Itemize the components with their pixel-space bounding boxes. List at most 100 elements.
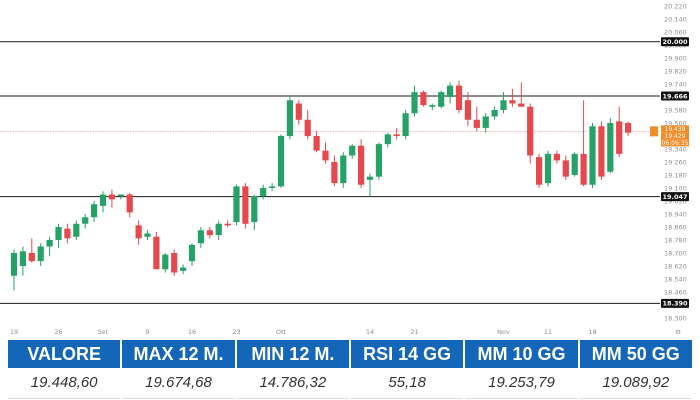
current-price-label-bg (661, 132, 689, 140)
candle-body (46, 240, 53, 247)
level-label-bg (661, 91, 689, 101)
price-chart[interactable]: 18.30018.38018.46018.54018.62018.70018.7… (0, 0, 700, 340)
x-tick-label: 23 (232, 328, 240, 336)
candle-body (73, 223, 80, 237)
stat-header-rsi-14gg: RSI 14 GG (350, 340, 464, 368)
stats-table: VALORE MAX 12 M. MIN 12 M. RSI 14 GG MM … (0, 340, 700, 400)
candle-body (99, 194, 107, 206)
y-tick-label: 19.100 (664, 184, 687, 192)
x-tick-label: Ott (276, 328, 287, 336)
candle-body (553, 153, 560, 161)
candle-body (313, 136, 320, 151)
candle-body (28, 253, 35, 262)
y-tick-label: 18.460 (664, 288, 687, 296)
x-tick-label: 9 (145, 328, 149, 336)
candle-body (242, 186, 249, 224)
candle-body (64, 228, 71, 239)
stat-header-valore: VALORE (8, 340, 121, 368)
candle-body (295, 103, 302, 120)
candle-body (37, 246, 44, 262)
current-price-label-bg (661, 125, 689, 133)
stat-value-mm-10gg: 19.253,79 (465, 368, 578, 399)
y-tick-label: 19.500 (664, 119, 687, 127)
y-tick-label: 18.540 (664, 275, 687, 283)
y-tick-label: 18.860 (664, 223, 687, 231)
candle-body (598, 126, 605, 177)
y-tick-label: 18.300 (664, 314, 687, 322)
y-tick-label: 18.940 (664, 210, 687, 218)
x-tick-label: 26 (54, 328, 62, 336)
current-price-label: 19.439 (665, 126, 686, 133)
current-price-label: 06:06:35 (662, 140, 689, 147)
candle-body (447, 85, 454, 97)
candle-body (464, 100, 471, 120)
y-tick-label: 20.140 (664, 15, 687, 23)
candle-body (571, 153, 578, 175)
candle-body (589, 126, 596, 185)
candle-body (304, 119, 311, 136)
candlestick-chart[interactable]: 18.30018.38018.46018.54018.62018.70018.7… (0, 0, 700, 340)
candle-body (269, 186, 276, 188)
candle-body (429, 105, 436, 107)
candle-body (215, 223, 222, 236)
candle-body (224, 223, 231, 226)
candle-body (536, 157, 543, 185)
stat-value-rsi-14gg: 55,18 (350, 368, 464, 399)
candle-body (473, 119, 480, 128)
y-tick-label: 18.620 (664, 262, 687, 270)
y-tick-label: 19.180 (664, 171, 687, 179)
axis-settings-icon[interactable]: ⚙ (675, 328, 681, 336)
level-label-bg (661, 298, 689, 308)
candle-body (544, 153, 552, 184)
candle-body (491, 110, 498, 117)
y-tick-label: 19.900 (664, 54, 687, 62)
candle-body (117, 194, 124, 197)
candle-body (277, 136, 285, 187)
stat-header-max-12m: MAX 12 M. (122, 340, 235, 368)
candle-body (375, 144, 382, 177)
x-tick-label: Nov (497, 328, 510, 336)
candle-body (340, 155, 347, 184)
candle-body (616, 121, 623, 154)
stat-header-mm-50gg: MM 50 GG (579, 340, 692, 368)
candle-body (455, 85, 463, 110)
candle-body (135, 225, 142, 239)
current-price-label-bg (661, 139, 689, 147)
x-tick-label: Set (98, 328, 109, 336)
y-tick-label: 20.220 (664, 2, 687, 10)
candle-body (420, 92, 427, 106)
candle-body (144, 233, 151, 237)
stat-value-mm-50gg: 19.089,92 (579, 368, 692, 399)
stat-header-min-12m: MIN 12 M. (236, 340, 349, 368)
candle-body (607, 123, 614, 172)
current-price-flag (650, 126, 658, 137)
candle-body (384, 134, 391, 145)
candle-body (153, 236, 160, 270)
candle-body (10, 253, 18, 276)
y-tick-label: 18.700 (664, 249, 687, 257)
x-tick-label: 19 (10, 328, 18, 336)
stat-value-max-12m: 19.674,68 (122, 368, 235, 399)
candle-body (206, 230, 213, 236)
y-tick-label: 19.820 (664, 67, 687, 75)
candle-body (108, 194, 115, 200)
candle-body (322, 150, 329, 161)
y-tick-label: 19.580 (664, 106, 687, 114)
y-tick-label: 18.780 (664, 236, 687, 244)
y-tick-label: 19.260 (664, 158, 687, 166)
current-price-label: 19.429 (665, 133, 686, 140)
candle-body (562, 160, 569, 177)
y-tick-label: 19.020 (664, 197, 687, 205)
level-label: 19.047 (662, 193, 687, 201)
candle-body (233, 186, 240, 223)
candle-body (188, 244, 196, 262)
x-tick-label: 16 (188, 328, 196, 336)
candle-body (358, 145, 365, 185)
level-label-bg (661, 192, 689, 202)
stats-header-row: VALORE MAX 12 M. MIN 12 M. RSI 14 GG MM … (0, 340, 700, 368)
x-tick-label: 11 (544, 328, 552, 336)
candle-body (331, 162, 338, 184)
level-label: 18.390 (662, 300, 688, 308)
stats-value-row: 19.448,60 19.674,68 14.786,32 55,18 19.2… (0, 368, 700, 399)
candle-body (402, 113, 409, 136)
